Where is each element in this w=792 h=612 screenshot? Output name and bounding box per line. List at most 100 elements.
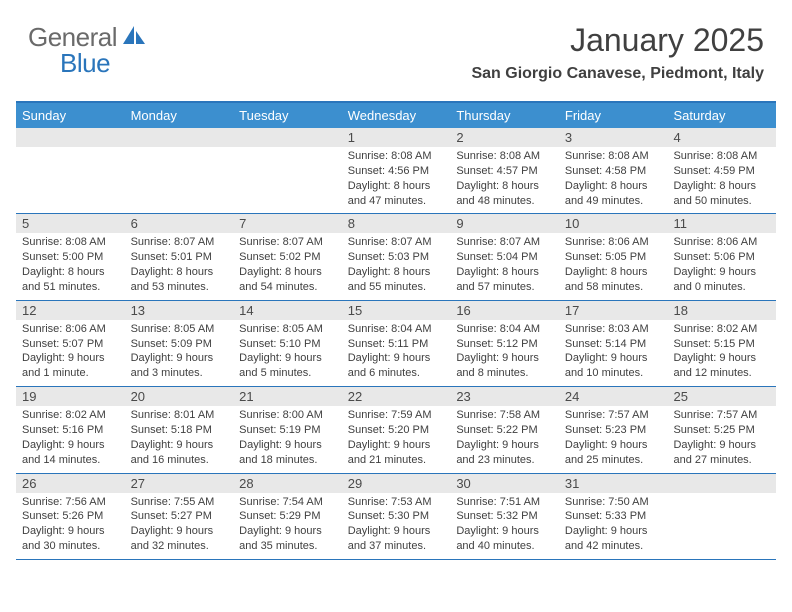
day-details [667,493,776,559]
week-row: 12131415161718Sunrise: 8:06 AM Sunset: 5… [16,301,776,387]
day-details: Sunrise: 8:08 AM Sunset: 5:00 PM Dayligh… [16,233,125,299]
day-number: 4 [667,128,776,147]
day-number [16,128,125,147]
day-details: Sunrise: 8:07 AM Sunset: 5:04 PM Dayligh… [450,233,559,299]
day-details: Sunrise: 8:07 AM Sunset: 5:03 PM Dayligh… [342,233,451,299]
day-details: Sunrise: 8:06 AM Sunset: 5:07 PM Dayligh… [16,320,125,386]
day-data-row: Sunrise: 8:08 AM Sunset: 4:56 PM Dayligh… [16,147,776,213]
day-details: Sunrise: 8:02 AM Sunset: 5:15 PM Dayligh… [667,320,776,386]
day-data-row: Sunrise: 8:08 AM Sunset: 5:00 PM Dayligh… [16,233,776,299]
day-number: 20 [125,387,234,406]
week-row: 567891011Sunrise: 8:08 AM Sunset: 5:00 P… [16,214,776,300]
day-details: Sunrise: 8:08 AM Sunset: 4:57 PM Dayligh… [450,147,559,213]
page-header: General Blue January 2025 San Giorgio Ca… [0,0,792,91]
day-details: Sunrise: 7:57 AM Sunset: 5:25 PM Dayligh… [667,406,776,472]
day-details: Sunrise: 8:08 AM Sunset: 4:59 PM Dayligh… [667,147,776,213]
day-number: 16 [450,301,559,320]
day-number: 23 [450,387,559,406]
day-details: Sunrise: 8:07 AM Sunset: 5:02 PM Dayligh… [233,233,342,299]
day-number: 3 [559,128,668,147]
day-details: Sunrise: 8:00 AM Sunset: 5:19 PM Dayligh… [233,406,342,472]
day-data-row: Sunrise: 8:02 AM Sunset: 5:16 PM Dayligh… [16,406,776,472]
weekday-header: Sunday [16,103,125,128]
day-number: 12 [16,301,125,320]
day-details: Sunrise: 8:02 AM Sunset: 5:16 PM Dayligh… [16,406,125,472]
calendar-grid: SundayMondayTuesdayWednesdayThursdayFrid… [16,101,776,560]
day-number: 27 [125,474,234,493]
day-number: 17 [559,301,668,320]
day-details: Sunrise: 8:03 AM Sunset: 5:14 PM Dayligh… [559,320,668,386]
day-number: 26 [16,474,125,493]
day-number-row: 567891011 [16,214,776,233]
week-row: 262728293031Sunrise: 7:56 AM Sunset: 5:2… [16,474,776,560]
weekday-header-row: SundayMondayTuesdayWednesdayThursdayFrid… [16,103,776,128]
day-details: Sunrise: 8:04 AM Sunset: 5:11 PM Dayligh… [342,320,451,386]
day-details: Sunrise: 7:51 AM Sunset: 5:32 PM Dayligh… [450,493,559,559]
day-number: 5 [16,214,125,233]
day-details: Sunrise: 7:58 AM Sunset: 5:22 PM Dayligh… [450,406,559,472]
weekday-header: Monday [125,103,234,128]
day-number [667,474,776,493]
day-number: 15 [342,301,451,320]
day-details: Sunrise: 7:55 AM Sunset: 5:27 PM Dayligh… [125,493,234,559]
day-number: 7 [233,214,342,233]
day-details: Sunrise: 8:07 AM Sunset: 5:01 PM Dayligh… [125,233,234,299]
day-number: 22 [342,387,451,406]
day-number: 14 [233,301,342,320]
logo-sail-icon [121,24,147,51]
day-number: 10 [559,214,668,233]
day-number: 9 [450,214,559,233]
day-number: 29 [342,474,451,493]
day-number-row: 1234 [16,128,776,147]
location-subtitle: San Giorgio Canavese, Piedmont, Italy [471,65,764,83]
day-number: 1 [342,128,451,147]
day-number: 24 [559,387,668,406]
day-details [125,147,234,213]
week-row: 19202122232425Sunrise: 8:02 AM Sunset: 5… [16,387,776,473]
week-row: 1234Sunrise: 8:08 AM Sunset: 4:56 PM Day… [16,128,776,214]
day-details: Sunrise: 8:05 AM Sunset: 5:10 PM Dayligh… [233,320,342,386]
day-details: Sunrise: 7:59 AM Sunset: 5:20 PM Dayligh… [342,406,451,472]
day-number: 28 [233,474,342,493]
weekday-header: Tuesday [233,103,342,128]
day-number-row: 262728293031 [16,474,776,493]
day-number: 2 [450,128,559,147]
day-data-row: Sunrise: 7:56 AM Sunset: 5:26 PM Dayligh… [16,493,776,559]
day-details: Sunrise: 7:56 AM Sunset: 5:26 PM Dayligh… [16,493,125,559]
day-number: 31 [559,474,668,493]
day-details: Sunrise: 8:01 AM Sunset: 5:18 PM Dayligh… [125,406,234,472]
weekday-header: Friday [559,103,668,128]
day-number [125,128,234,147]
day-details: Sunrise: 8:08 AM Sunset: 4:56 PM Dayligh… [342,147,451,213]
day-details [16,147,125,213]
day-details: Sunrise: 8:06 AM Sunset: 5:05 PM Dayligh… [559,233,668,299]
day-number: 11 [667,214,776,233]
day-number: 19 [16,387,125,406]
day-number: 25 [667,387,776,406]
weekday-header: Wednesday [342,103,451,128]
day-details: Sunrise: 8:05 AM Sunset: 5:09 PM Dayligh… [125,320,234,386]
logo: General Blue [28,22,149,53]
day-number: 8 [342,214,451,233]
title-block: January 2025 San Giorgio Canavese, Piedm… [471,22,764,83]
day-details: Sunrise: 8:06 AM Sunset: 5:06 PM Dayligh… [667,233,776,299]
month-title: January 2025 [471,22,764,59]
day-number: 30 [450,474,559,493]
logo-text-2: Blue [60,48,110,79]
day-number: 21 [233,387,342,406]
day-details: Sunrise: 8:08 AM Sunset: 4:58 PM Dayligh… [559,147,668,213]
day-number [233,128,342,147]
day-details: Sunrise: 7:57 AM Sunset: 5:23 PM Dayligh… [559,406,668,472]
day-details: Sunrise: 8:04 AM Sunset: 5:12 PM Dayligh… [450,320,559,386]
day-number-row: 19202122232425 [16,387,776,406]
weekday-header: Saturday [667,103,776,128]
day-number: 13 [125,301,234,320]
day-details: Sunrise: 7:53 AM Sunset: 5:30 PM Dayligh… [342,493,451,559]
day-number-row: 12131415161718 [16,301,776,320]
weekday-header: Thursday [450,103,559,128]
day-data-row: Sunrise: 8:06 AM Sunset: 5:07 PM Dayligh… [16,320,776,386]
day-number: 6 [125,214,234,233]
day-details: Sunrise: 7:50 AM Sunset: 5:33 PM Dayligh… [559,493,668,559]
day-details [233,147,342,213]
day-number: 18 [667,301,776,320]
